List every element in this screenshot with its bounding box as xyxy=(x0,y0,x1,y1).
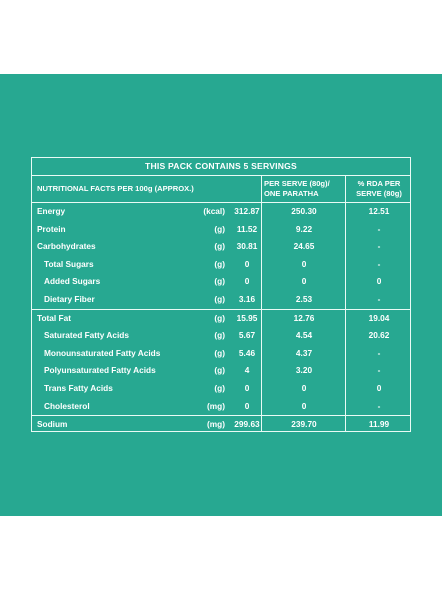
table-row: Total Fat (g) 15.95 12.76 19.04 xyxy=(32,310,410,328)
nutrient-name: Dietary Fiber xyxy=(44,293,95,304)
rda-value: - xyxy=(377,258,381,269)
table-body: Energy (kcal) 312.87 250.30 12.51 Protein (g) 1… xyxy=(32,203,410,434)
table-row: Total Sugars (g) 0 0 - xyxy=(32,256,410,274)
nutrient-unit: (g) xyxy=(214,258,225,269)
nutrient-unit: (g) xyxy=(214,382,225,393)
nutrient-name: Energy xyxy=(37,206,66,216)
header-rda-line1: % RDA PER xyxy=(357,179,401,188)
per-100g-value: 312.87 xyxy=(234,206,260,216)
nutrient-unit: (mg) xyxy=(207,400,225,411)
nutrient-unit: (kcal) xyxy=(203,206,225,216)
per-100g-value: 0 xyxy=(244,258,250,269)
nutrient-unit: (g) xyxy=(214,330,225,341)
rda-value: - xyxy=(377,400,381,411)
nutrient-name: Saturated Fatty Acids xyxy=(44,330,129,341)
table-row: Protein (g) 11.52 9.22 - xyxy=(32,221,410,239)
header-rda: % RDA PER SERVE (80g) xyxy=(349,179,409,199)
per-serve-value: 9.22 xyxy=(295,223,313,234)
nutrient-name: Sodium xyxy=(37,419,68,430)
per-100g-value: 299.63 xyxy=(234,419,260,430)
table-row: Energy (kcal) 312.87 250.30 12.51 xyxy=(32,203,410,221)
nutrient-unit: (g) xyxy=(214,276,225,287)
per-serve-value: 0 xyxy=(301,276,307,287)
header-nutrition-label: NUTRITIONAL FACTS PER 100g (APPROX.) xyxy=(37,184,194,193)
per-serve-value: 4.37 xyxy=(295,347,313,358)
table-row: Trans Fatty Acids (g) 0 0 0 xyxy=(32,380,410,398)
nutrient-unit: (g) xyxy=(214,241,225,252)
per-serve-value: 239.70 xyxy=(291,419,317,430)
rda-value: - xyxy=(377,223,381,234)
nutrient-name: Trans Fatty Acids xyxy=(44,382,113,393)
nutrient-name: Polyunsaturated Fatty Acids xyxy=(44,365,156,376)
rda-value: - xyxy=(377,365,381,376)
rda-value: - xyxy=(377,241,381,252)
per-serve-value: 3.20 xyxy=(295,365,313,376)
table-row: Monounsaturated Fatty Acids (g) 5.46 4.37 - xyxy=(32,345,410,363)
per-serve-value: 0 xyxy=(301,382,307,393)
product-image-panel xyxy=(0,74,442,516)
rda-value: - xyxy=(377,347,381,358)
per-serve-value: 0 xyxy=(301,400,307,411)
table-row: Dietary Fiber (g) 3.16 2.53 - xyxy=(32,291,410,310)
table-row: Polyunsaturated Fatty Acids (g) 4 3.20 - xyxy=(32,362,410,380)
nutrient-name: Carbohydrates xyxy=(37,241,96,252)
table-row: Carbohydrates (g) 30.81 24.65 - xyxy=(32,238,410,256)
nutrient-unit: (mg) xyxy=(207,419,225,430)
per-100g-value: 0 xyxy=(244,400,250,411)
per-serve-value: 0 xyxy=(301,258,307,269)
table-row: Cholesterol (mg) 0 0 - xyxy=(32,398,410,417)
per-100g-value: 0 xyxy=(244,276,250,287)
column-divider xyxy=(345,175,346,431)
rda-value: 20.62 xyxy=(368,330,390,341)
table-row: Saturated Fatty Acids (g) 5.67 4.54 20.62 xyxy=(32,327,410,345)
header-per-serve-line1: PER SERVE (80g)/ xyxy=(264,179,330,188)
servings-title: THIS PACK CONTAINS 5 SERVINGS xyxy=(32,158,410,176)
nutrient-name: Total Sugars xyxy=(44,258,94,269)
nutrient-unit: (g) xyxy=(214,312,225,323)
header-per-serve-line2: ONE PARATHA xyxy=(264,189,319,198)
per-serve-value: 2.53 xyxy=(295,293,313,304)
per-serve-value: 12.76 xyxy=(293,312,315,323)
header-per-serve: PER SERVE (80g)/ ONE PARATHA xyxy=(264,179,344,199)
rda-value: 0 xyxy=(376,382,382,393)
per-serve-value: 4.54 xyxy=(295,330,313,341)
header-rda-line2: SERVE (80g) xyxy=(356,189,402,198)
per-serve-value: 250.30 xyxy=(291,206,317,216)
column-divider xyxy=(261,175,262,431)
per-100g-value: 4 xyxy=(244,365,250,376)
per-100g-value: 0 xyxy=(244,382,250,393)
rda-value: 19.04 xyxy=(368,312,390,323)
nutrient-name: Protein xyxy=(37,223,66,234)
nutrient-name: Cholesterol xyxy=(44,400,90,411)
rda-value: 11.99 xyxy=(368,419,390,430)
rda-value: - xyxy=(377,293,381,304)
table-row: Added Sugars (g) 0 0 0 xyxy=(32,273,410,291)
nutrient-unit: (g) xyxy=(214,347,225,358)
per-100g-value: 5.67 xyxy=(238,330,256,341)
nutrient-name: Added Sugars xyxy=(44,276,101,287)
per-100g-value: 11.52 xyxy=(236,223,258,234)
per-100g-value: 30.81 xyxy=(236,241,258,252)
per-serve-value: 24.65 xyxy=(293,241,315,252)
rda-value: 0 xyxy=(376,276,382,287)
per-100g-value: 5.46 xyxy=(238,347,256,358)
nutrient-name: Total Fat xyxy=(37,312,71,323)
nutrient-unit: (g) xyxy=(214,365,225,376)
per-100g-value: 15.95 xyxy=(236,312,258,323)
table-header: NUTRITIONAL FACTS PER 100g (APPROX.) PER… xyxy=(32,176,410,203)
rda-value: 12.51 xyxy=(368,206,390,216)
nutrition-facts-table: THIS PACK CONTAINS 5 SERVINGS NUTRITIONA… xyxy=(31,157,411,432)
nutrient-unit: (g) xyxy=(214,293,225,304)
nutrient-unit: (g) xyxy=(214,223,225,234)
table-row: Sodium (mg) 299.63 239.70 11.99 xyxy=(32,416,410,434)
nutrient-name: Monounsaturated Fatty Acids xyxy=(44,347,161,358)
per-100g-value: 3.16 xyxy=(238,293,256,304)
